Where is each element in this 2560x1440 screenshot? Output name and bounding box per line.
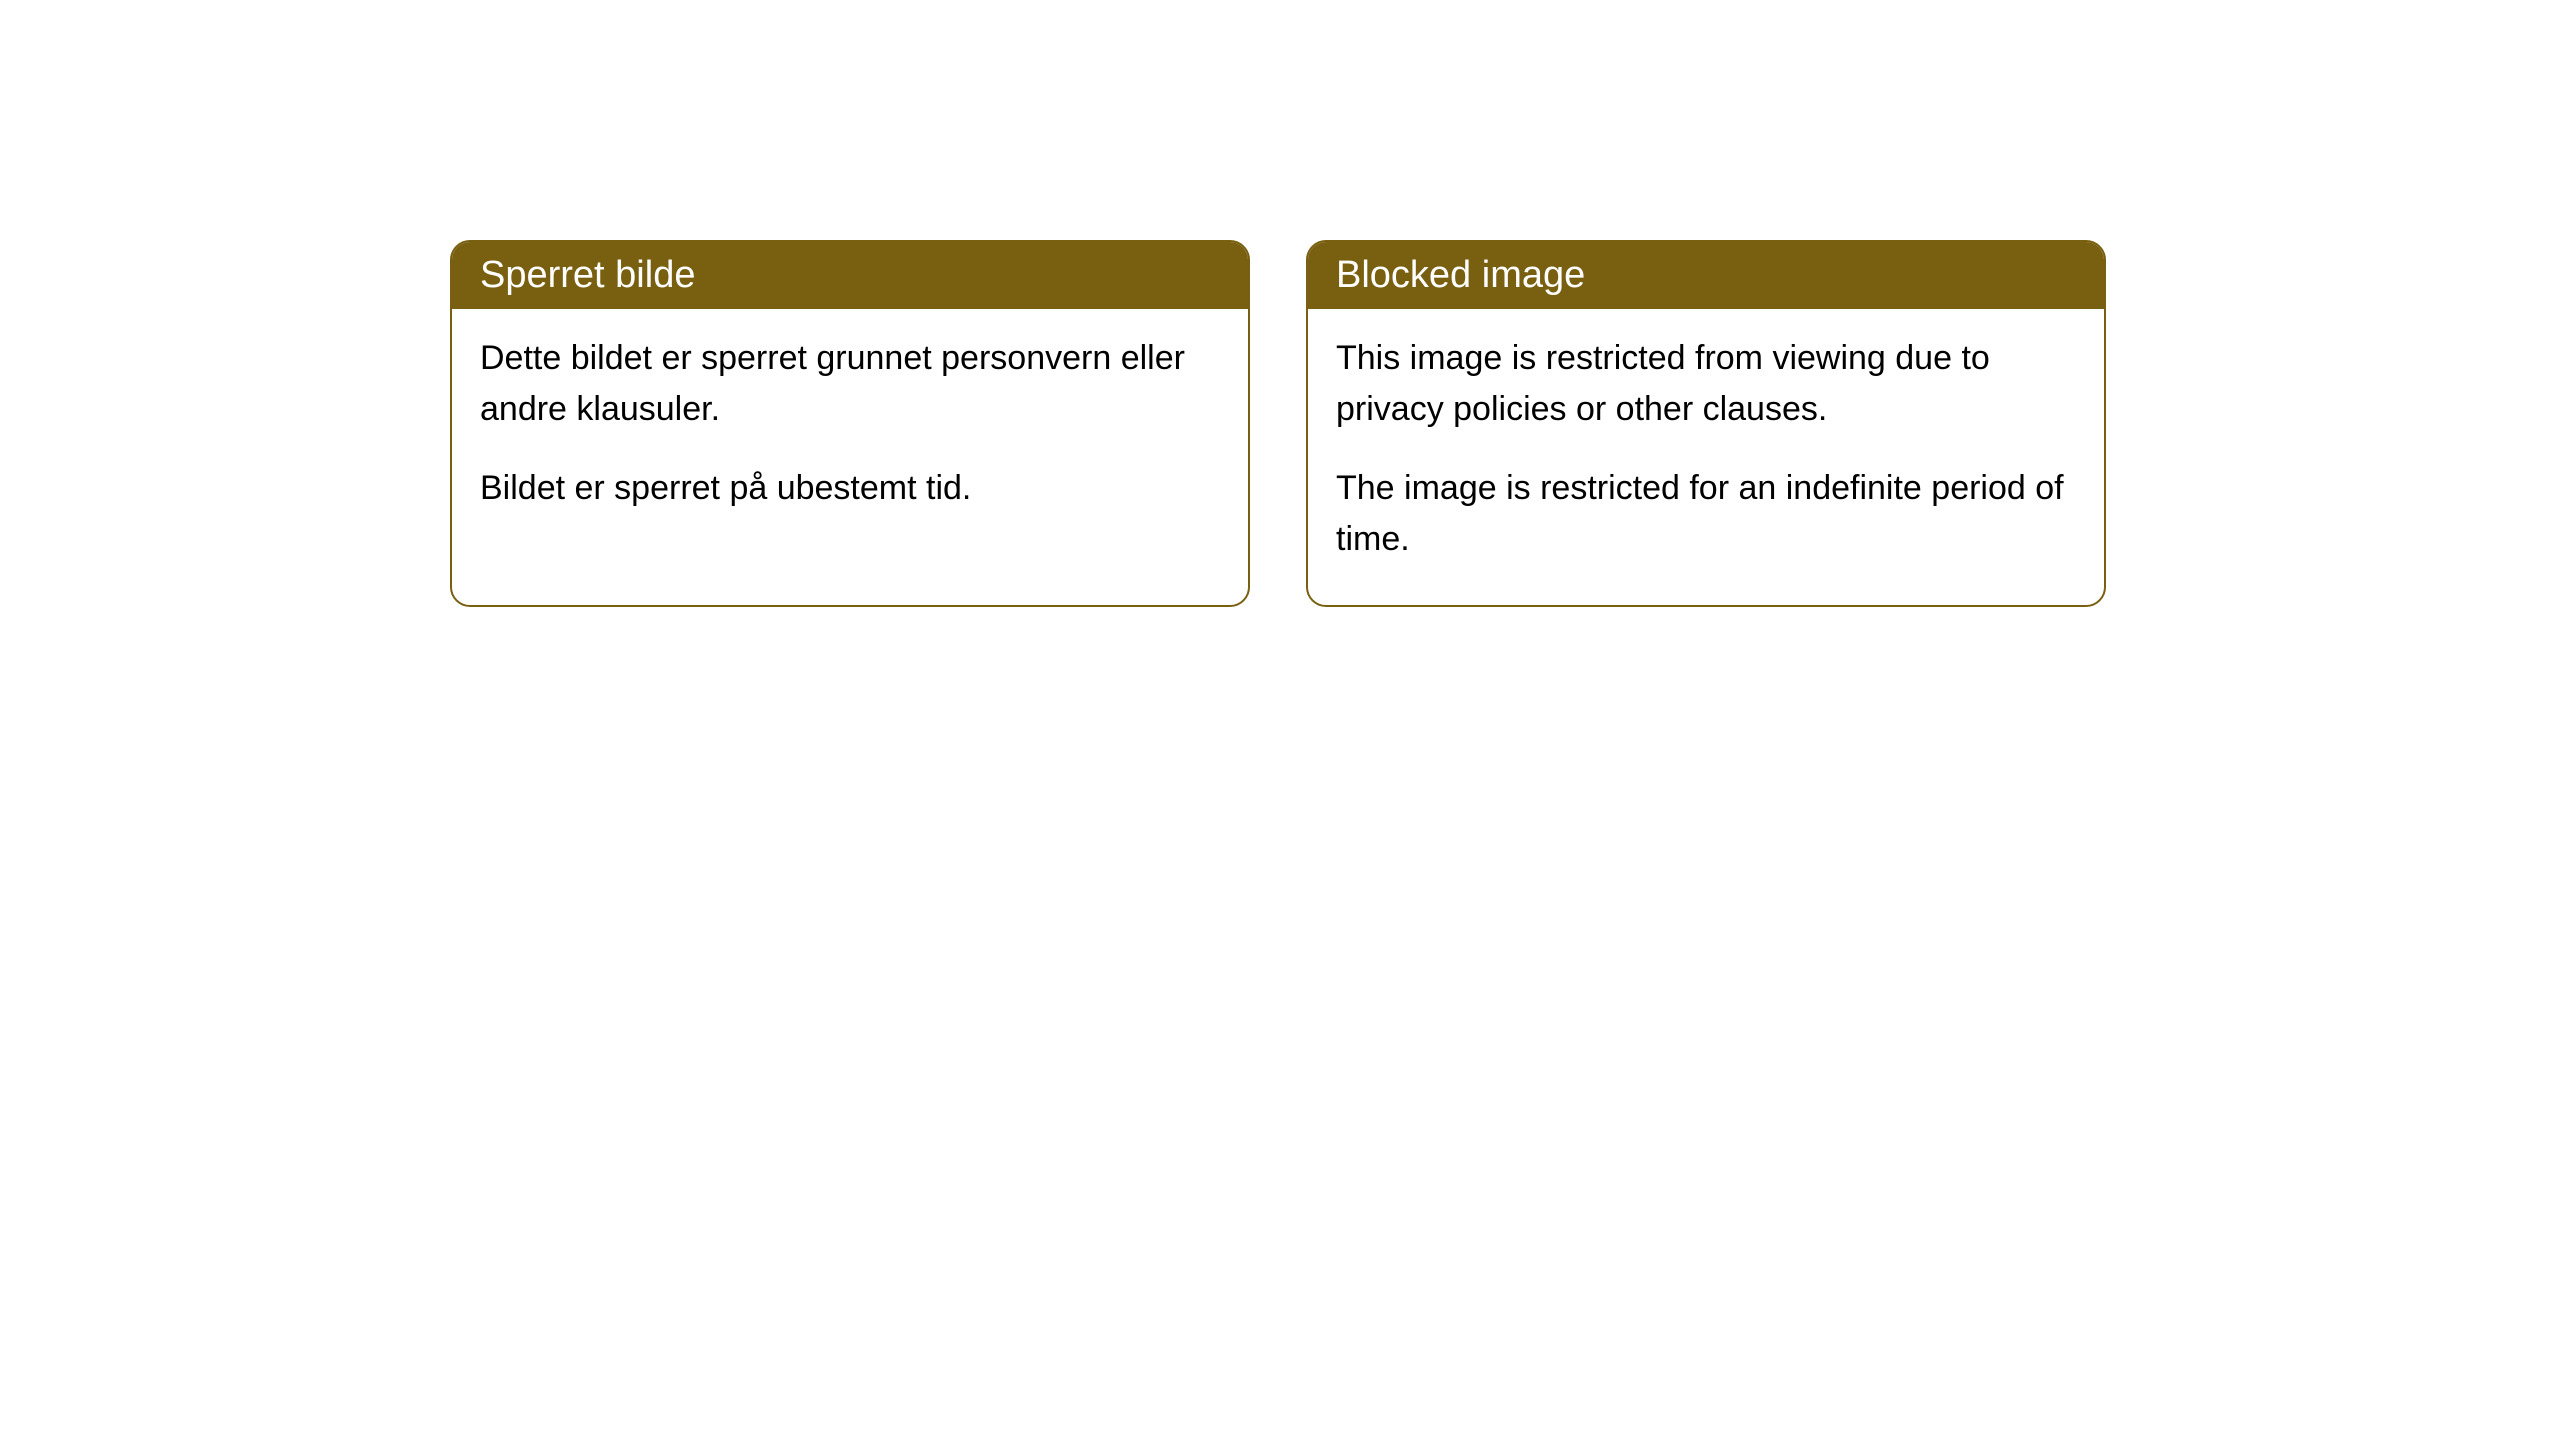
card-paragraph: Dette bildet er sperret grunnet personve… — [480, 333, 1220, 435]
card-title: Blocked image — [1336, 254, 1585, 296]
card-paragraph: This image is restricted from viewing du… — [1336, 333, 2076, 435]
card-paragraph: The image is restricted for an indefinit… — [1336, 463, 2076, 565]
card-paragraph: Bildet er sperret på ubestemt tid. — [480, 463, 1220, 514]
card-title: Sperret bilde — [480, 254, 695, 296]
notice-card-norwegian: Sperret bilde Dette bildet er sperret gr… — [450, 240, 1250, 607]
notice-card-english: Blocked image This image is restricted f… — [1306, 240, 2106, 607]
card-header-english: Blocked image — [1308, 242, 2104, 309]
card-body-english: This image is restricted from viewing du… — [1308, 309, 2104, 605]
card-header-norwegian: Sperret bilde — [452, 242, 1248, 309]
notice-cards-container: Sperret bilde Dette bildet er sperret gr… — [0, 0, 2560, 607]
card-body-norwegian: Dette bildet er sperret grunnet personve… — [452, 309, 1248, 554]
